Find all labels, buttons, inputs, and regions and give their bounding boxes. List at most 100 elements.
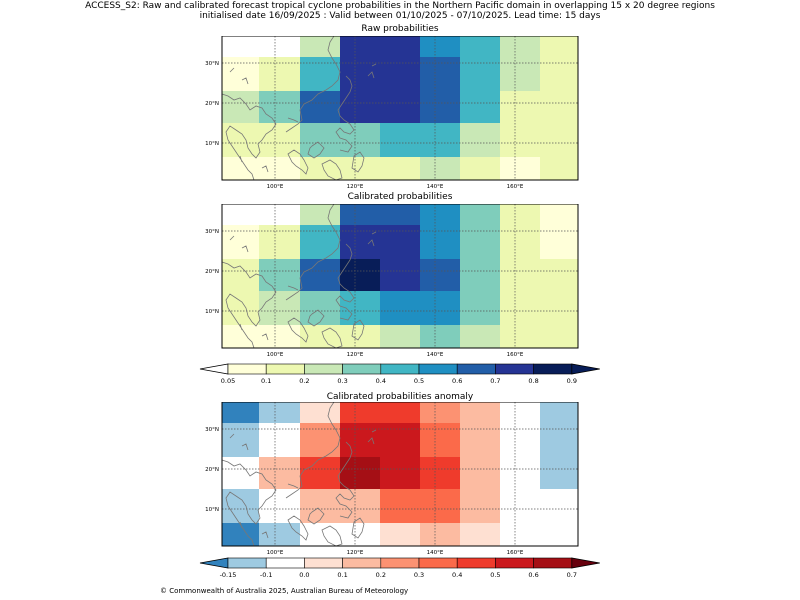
grid-cell: [500, 291, 541, 326]
colorbar-segment: [265, 557, 305, 569]
grid-cell: [259, 157, 301, 181]
colorbar-tick-label: 0.7: [567, 571, 577, 579]
grid-cell: [222, 489, 260, 524]
grid-cell: [259, 291, 301, 326]
grid-cell: [420, 523, 461, 547]
longitude-label: 160°E: [507, 184, 524, 190]
grid-cell: [540, 36, 579, 58]
grid-cell: [300, 457, 341, 490]
latitude-label: 10°N: [205, 141, 219, 147]
colorbar-tick-label: 0.1: [337, 571, 347, 579]
grid-cell: [222, 423, 260, 458]
grid-cell: [380, 423, 421, 458]
colorbar-tick-label: -0.1: [260, 571, 273, 579]
grid-cell: [340, 36, 381, 58]
grid-cell: [500, 157, 541, 181]
grid-cell: [259, 204, 301, 226]
grid-cell: [460, 57, 501, 92]
grid-cell: [222, 291, 260, 326]
grid-cell: [300, 259, 341, 292]
grid-cell: [460, 402, 501, 424]
grid-cell: [460, 91, 501, 124]
grid-cell: [420, 91, 461, 124]
colorbar-tick-label: 0.5: [490, 571, 500, 579]
grid-cell: [259, 36, 301, 58]
longitude-label: 120°E: [347, 352, 364, 358]
grid-cell: [340, 423, 381, 458]
grid-cell: [460, 225, 501, 260]
grid-cell: [540, 489, 579, 524]
grid-cell: [540, 91, 579, 124]
grid-cell: [460, 259, 501, 292]
grid-cell: [500, 523, 541, 547]
grid-cell: [222, 523, 260, 547]
latitude-label: 30°N: [205, 61, 219, 67]
colorbar-segment: [304, 557, 343, 569]
latitude-label: 10°N: [205, 309, 219, 315]
grid-cell: [540, 325, 579, 349]
grid-cell: [380, 225, 421, 260]
colorbar-segment: [380, 363, 420, 375]
grid-cell: [460, 489, 501, 524]
colorbar-tick-label: 0.8: [528, 377, 538, 385]
grid-cell: [300, 204, 341, 226]
grid-cell: [500, 457, 541, 490]
map-frame: [221, 36, 579, 181]
colorbar-segment: [533, 557, 573, 569]
colorbar-segment: [342, 557, 382, 569]
latitude-label: 30°N: [205, 229, 219, 235]
raw-probability-map: 100°E 120°E 140°E 160°E 30°N 20°N 10°N: [205, 36, 579, 190]
grid-cell: [460, 204, 501, 226]
colorbar-tick-label: 0.4: [452, 571, 462, 579]
colorbar-under-arrow: [199, 363, 229, 375]
grid-cell: [259, 457, 301, 490]
grid-cell: [460, 325, 501, 349]
grid-cell: [340, 204, 381, 226]
grid-cell: [540, 291, 579, 326]
grid-cell: [540, 423, 579, 458]
grid-cell: [259, 57, 301, 92]
colorbar-segment: [456, 363, 496, 375]
grid-cell: [340, 457, 381, 490]
figure-title-line2: initialised date 16/09/2025 : Valid betw…: [199, 11, 601, 21]
grid-cell: [420, 457, 461, 490]
colorbar-segment: [304, 363, 343, 375]
grid-cell: [222, 57, 260, 92]
colorbar-tick-label: 0.1: [261, 377, 271, 385]
grid-cell: [420, 291, 461, 326]
grid-cell: [500, 423, 541, 458]
grid-cell: [222, 325, 260, 349]
grid-cell: [540, 457, 579, 490]
grid-cell: [222, 225, 260, 260]
raw-panel-title: Raw probabilities: [361, 24, 439, 34]
grid-cell: [460, 423, 501, 458]
grid-cell: [500, 225, 541, 260]
calibrated-probability-map: 100°E 120°E 140°E 160°E 30°N 20°N 10°N: [205, 204, 579, 358]
grid-cell: [500, 91, 541, 124]
colorbar-tick-label: 0.3: [337, 377, 347, 385]
colorbar-tick-label: 0.9: [567, 377, 577, 385]
longitude-label: 100°E: [267, 352, 284, 358]
colorbar-tick-label: 0.2: [376, 571, 386, 579]
colorbar-tick-label: 0.05: [221, 377, 235, 385]
grid-cell: [420, 123, 461, 158]
grid-cell: [540, 259, 579, 292]
colorbar-over-arrow: [571, 557, 600, 569]
latitude-label: 30°N: [205, 427, 219, 433]
map-frame: [221, 204, 579, 349]
longitude-label: 140°E: [427, 184, 444, 190]
latitude-label: 20°N: [205, 467, 219, 473]
grid-cell: [540, 225, 579, 260]
grid-cell: [259, 123, 301, 158]
grid-cell: [259, 402, 301, 424]
grid-cell: [300, 402, 341, 424]
grid-cell: [380, 36, 421, 58]
grid-cell: [259, 489, 301, 524]
grid-cell: [222, 36, 260, 58]
coastline: [221, 36, 377, 181]
grid-cell: [420, 157, 461, 181]
grid-cell: [500, 402, 541, 424]
grid-cell: [460, 36, 501, 58]
longitude-label: 100°E: [267, 184, 284, 190]
grid-cell: [420, 489, 461, 524]
